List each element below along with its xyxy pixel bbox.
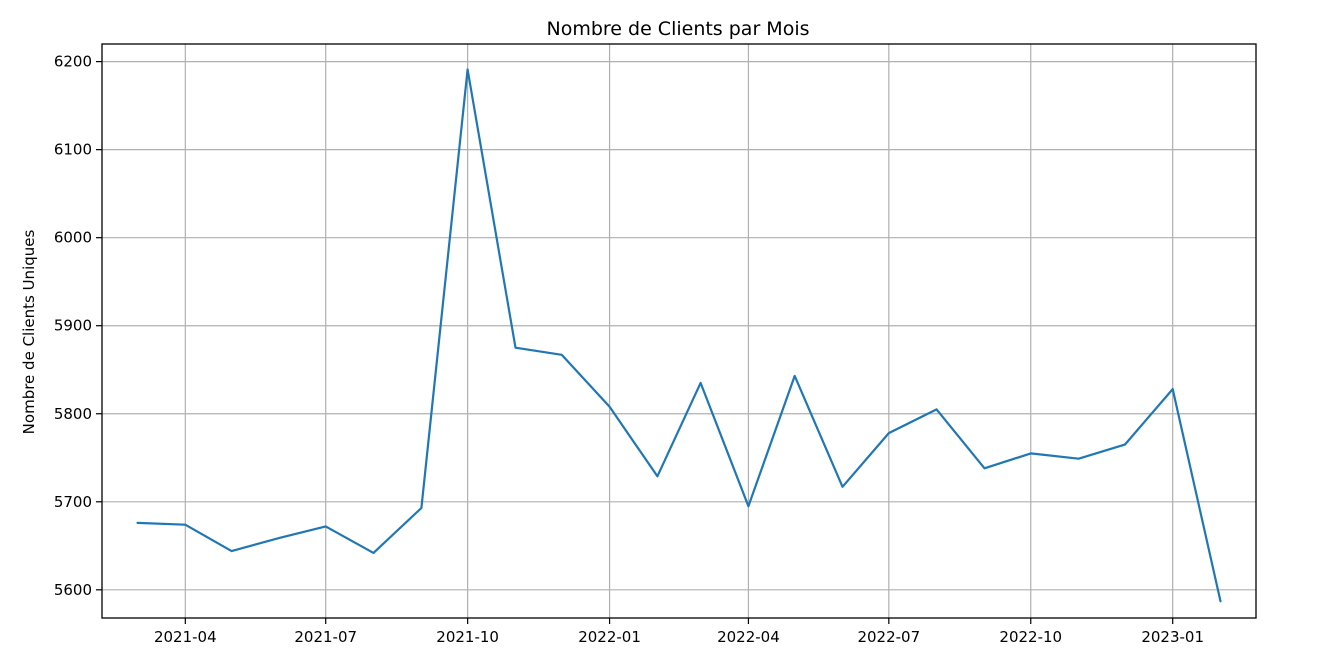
y-tick-label: 6000 — [54, 229, 92, 247]
x-tick-label: 2022-01 — [578, 628, 641, 646]
x-tick-label: 2021-07 — [294, 628, 357, 646]
data-point — [1122, 442, 1128, 448]
data-point — [371, 550, 377, 556]
x-tick-label: 2022-04 — [717, 628, 780, 646]
data-point — [512, 345, 518, 351]
x-tick-label: 2021-04 — [154, 628, 217, 646]
data-point — [654, 473, 660, 479]
data-point — [182, 522, 188, 528]
data-point — [418, 505, 424, 511]
y-axis-label: Nombre de Clients Uniques — [20, 230, 38, 435]
chart-title: Nombre de Clients par Mois — [546, 18, 809, 40]
data-point — [1076, 456, 1082, 462]
y-tick-label: 5700 — [54, 493, 92, 511]
data-point — [886, 430, 892, 436]
x-tick-label: 2021-10 — [436, 628, 499, 646]
data-point — [1218, 598, 1224, 604]
data-point — [607, 404, 613, 410]
data-point — [745, 503, 751, 509]
axes: 2021-04 2021-07 2021-10 2022-01 2022-04 2022-… — [54, 43, 1257, 646]
data-point — [840, 484, 846, 490]
x-tick-label: 2023-01 — [1141, 628, 1204, 646]
x-tick-label: 2022-10 — [999, 628, 1062, 646]
series — [134, 67, 1224, 604]
data-point — [465, 67, 471, 73]
y-tick-label: 5900 — [54, 317, 92, 335]
y-tick-label: 6200 — [54, 53, 92, 71]
y-tick-label: 5800 — [54, 405, 92, 423]
data-point — [1028, 450, 1034, 456]
data-point — [559, 352, 565, 358]
y-tick-label: 6100 — [54, 141, 92, 159]
data-point — [276, 535, 282, 541]
data-point — [934, 406, 940, 412]
data-point — [981, 465, 987, 471]
data-point — [229, 548, 235, 554]
y-tick-label: 5600 — [54, 581, 92, 599]
x-tick-label: 2022-07 — [857, 628, 920, 646]
data-point — [1170, 386, 1176, 392]
data-point — [698, 380, 704, 386]
grid — [102, 44, 1256, 618]
data-point — [134, 520, 140, 526]
plot-frame — [101, 43, 1257, 619]
data-point — [323, 523, 329, 529]
series-line — [136, 68, 1222, 603]
data-point — [792, 373, 798, 379]
